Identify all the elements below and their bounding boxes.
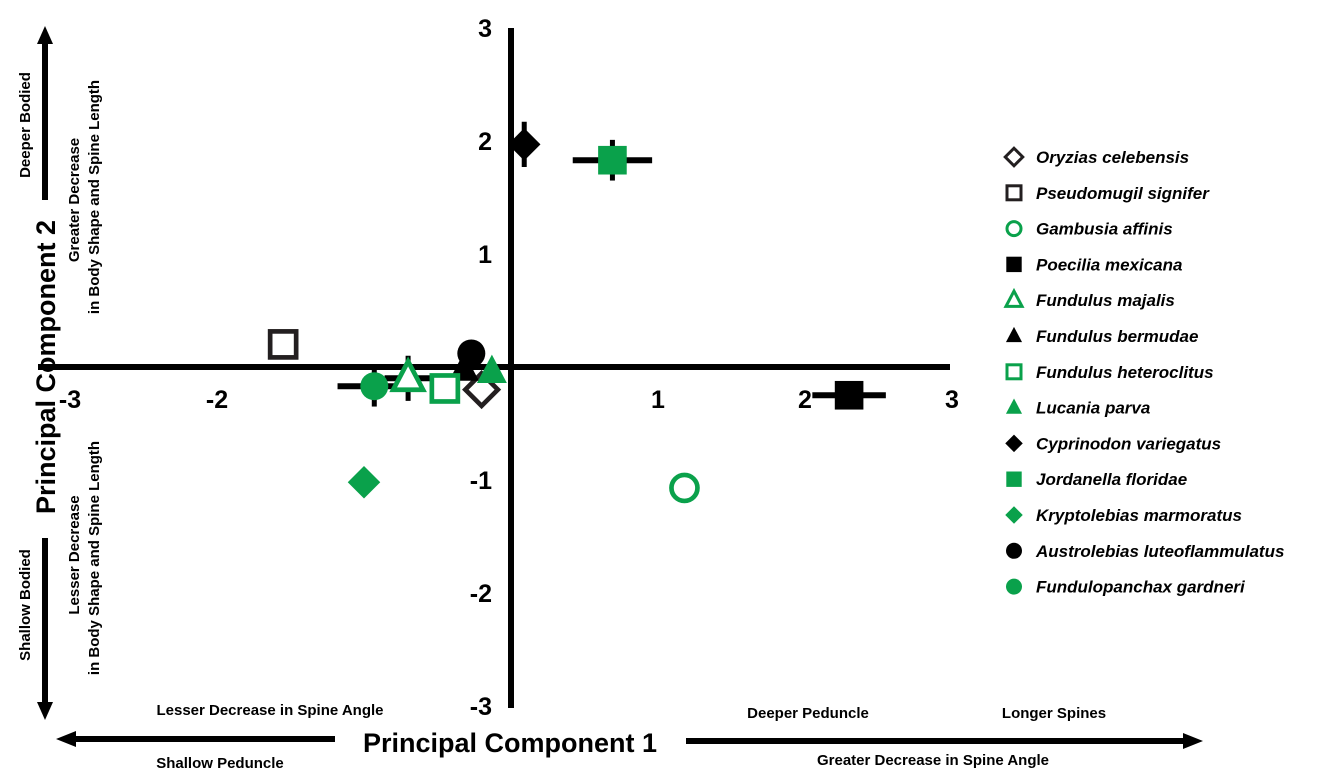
legend: Oryzias celebensis Pseudomugil signifer Ga… — [1003, 146, 1284, 597]
y-tick-label: -2 — [470, 580, 492, 608]
legend-label: Fundulus bermudae — [1036, 327, 1198, 346]
x-positive-top-label-1: Deeper Peduncle — [747, 705, 869, 722]
y-tick-label: -1 — [470, 467, 492, 495]
data-point-10 — [598, 145, 627, 175]
legend-marker-6 — [1005, 326, 1023, 343]
data-point-7 — [429, 373, 461, 404]
y-tick-label: -3 — [470, 693, 492, 721]
x-tick-label: 3 — [945, 386, 959, 414]
x-tick-label: 2 — [798, 386, 812, 414]
legend-label: Poecilia mexicana — [1036, 255, 1182, 274]
x-tick-label: -3 — [59, 386, 81, 414]
y-tick-labels: 3 2 1 -1 -2 -3 — [470, 15, 492, 721]
data-point-11 — [347, 466, 381, 499]
y-tick-label: 2 — [478, 128, 492, 156]
legend-label: Oryzias celebensis — [1036, 148, 1189, 167]
arrow-down-icon — [37, 702, 53, 720]
y-negative-outer-label: Shallow Bodied — [17, 549, 34, 661]
y-positive-inner-label-1: Greater Decrease — [66, 138, 83, 262]
legend-marker-4 — [1006, 256, 1022, 273]
data-point-8 — [476, 354, 507, 383]
data-point-13 — [360, 372, 389, 401]
arrow-up-icon — [37, 26, 53, 44]
legend-label: Fundulus heteroclitus — [1036, 363, 1214, 382]
x-tick-label: 1 — [651, 386, 665, 414]
data-point-4 — [834, 380, 864, 410]
data-point-5 — [389, 356, 427, 393]
y-positive-outer-label: Deeper Bodied — [17, 72, 34, 178]
data-points — [267, 128, 864, 504]
legend-label: Gambusia affinis — [1036, 220, 1173, 239]
x-axis-title: Principal Component 1 — [363, 728, 657, 758]
arrow-left-icon — [56, 731, 76, 747]
y-tick-label: 3 — [478, 15, 492, 43]
legend-label: Fundulopanchax gardneri — [1036, 578, 1246, 597]
y-positive-inner-label-2: in Body Shape and Spine Length — [86, 80, 103, 314]
x-negative-top-label: Lesser Decrease in Spine Angle — [156, 702, 383, 719]
x-positive-top-label-2: Longer Spines — [1002, 705, 1106, 722]
y-direction-arrows — [37, 26, 53, 720]
legend-label: Jordanella floridae — [1036, 470, 1187, 489]
x-tick-label: -2 — [206, 386, 228, 414]
y-tick-label: 1 — [478, 241, 492, 269]
data-point-9 — [507, 128, 541, 161]
y-negative-inner-label-2: in Body Shape and Spine Length — [86, 441, 103, 675]
legend-marker-7 — [1005, 363, 1023, 381]
y-axis-title: Principal Component 2 — [31, 220, 61, 514]
legend-marker-10 — [1006, 471, 1022, 487]
legend-marker-8 — [1005, 398, 1023, 414]
legend-marker-5 — [1003, 287, 1025, 308]
legend-marker-13 — [1006, 578, 1022, 595]
legend-marker-9 — [1005, 434, 1023, 453]
x-negative-bottom-label: Shallow Peduncle — [156, 755, 284, 769]
legend-marker-2 — [1005, 184, 1023, 202]
legend-label: Lucania parva — [1036, 399, 1150, 418]
y-negative-inner-label-1: Lesser Decrease — [66, 495, 83, 614]
x-tick-labels: -3 -2 1 2 3 — [59, 386, 959, 414]
legend-label: Fundulus majalis — [1036, 291, 1175, 310]
legend-label: Cyprinodon variegatus — [1036, 434, 1221, 453]
data-point-2 — [267, 329, 299, 360]
x-direction-arrows — [56, 731, 1203, 749]
legend-marker-3 — [1005, 220, 1023, 238]
legend-label: Kryptolebias marmoratus — [1036, 506, 1242, 525]
data-point-3 — [669, 472, 700, 504]
legend-marker-12 — [1006, 542, 1022, 559]
legend-label: Austrolebias luteoflammulatus — [1035, 542, 1284, 561]
legend-marker-11 — [1005, 506, 1023, 524]
data-point-12 — [457, 339, 486, 368]
x-positive-bottom-label: Greater Decrease in Spine Angle — [817, 752, 1049, 769]
arrow-right-icon — [1183, 733, 1203, 749]
legend-marker-1 — [1003, 146, 1025, 168]
legend-label: Pseudomugil signifer — [1036, 184, 1210, 203]
